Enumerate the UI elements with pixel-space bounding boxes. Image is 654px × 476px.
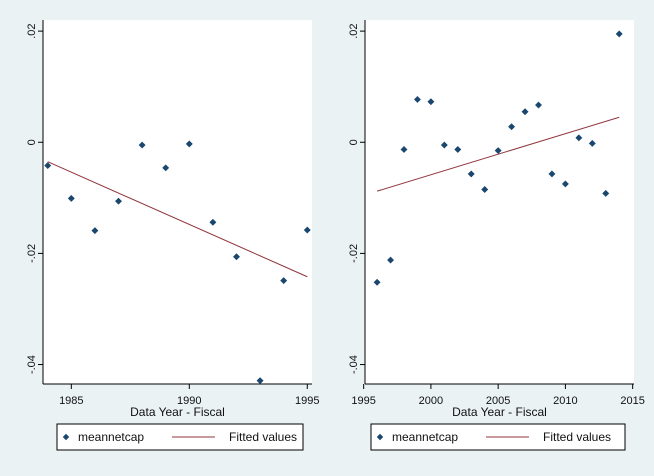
data-point bbox=[481, 185, 489, 194]
x-axis-title: Data Year - Fiscal bbox=[130, 405, 225, 419]
data-point bbox=[521, 108, 529, 116]
data-point bbox=[467, 170, 475, 178]
data-point bbox=[602, 189, 610, 197]
legend: meannetcap Fitted values bbox=[370, 423, 626, 451]
x-tick-label: 1990 bbox=[177, 395, 201, 407]
y-tick-label: -.02 bbox=[26, 244, 38, 263]
data-point bbox=[494, 147, 502, 155]
data-point bbox=[534, 101, 543, 109]
legend-label: Fitted values bbox=[229, 430, 297, 444]
data-point bbox=[508, 123, 516, 131]
data-point bbox=[454, 145, 462, 154]
fitted-line bbox=[376, 116, 620, 192]
fitted-line bbox=[47, 161, 308, 278]
data-point bbox=[303, 226, 311, 234]
y-tick-label: -.02 bbox=[348, 244, 360, 263]
data-point bbox=[400, 145, 408, 154]
data-point bbox=[575, 134, 583, 142]
data-point bbox=[256, 377, 264, 385]
y-tick-label: 0 bbox=[348, 139, 360, 145]
data-point bbox=[373, 278, 381, 286]
legend-marker-diamond bbox=[62, 433, 70, 441]
data-point bbox=[387, 256, 395, 264]
data-point bbox=[209, 218, 217, 226]
legend-marker-diamond bbox=[376, 433, 384, 441]
legend: meannetcap Fitted values bbox=[56, 423, 304, 451]
legend-label: Fitted values bbox=[543, 430, 611, 444]
data-point bbox=[67, 194, 75, 202]
data-point bbox=[91, 227, 99, 235]
plot-area bbox=[43, 20, 312, 384]
data-point bbox=[413, 95, 422, 104]
data-point bbox=[280, 277, 288, 285]
legend-label: meannetcap bbox=[392, 430, 458, 444]
data-point bbox=[561, 180, 569, 188]
data-point bbox=[162, 164, 170, 172]
y-tick-label: .02 bbox=[348, 23, 360, 38]
chart-panel-1: .02 0 -.02 -.04 1985 1990 1995 Data Year - Fisc… bbox=[26, 20, 320, 451]
data-point bbox=[114, 197, 123, 205]
data-point bbox=[138, 141, 146, 149]
data-point bbox=[548, 170, 556, 178]
data-point bbox=[185, 140, 193, 148]
x-axis-title: Data Year - Fiscal bbox=[452, 405, 547, 419]
x-tick-label: 2005 bbox=[486, 395, 510, 407]
legend-label: meannetcap bbox=[78, 430, 144, 444]
chart-panel-2: .02 0 -.02 -.04 1995 2000 2005 2010 2015 Data Yea… bbox=[348, 20, 645, 451]
y-tick-label: 0 bbox=[26, 139, 38, 145]
y-tick-label: -.04 bbox=[348, 355, 360, 374]
data-point bbox=[588, 139, 596, 147]
x-tick-label: 2015 bbox=[620, 395, 644, 407]
data-point bbox=[615, 30, 623, 38]
x-tick-label: 2000 bbox=[419, 395, 443, 407]
data-point bbox=[427, 98, 435, 106]
data-point bbox=[232, 253, 241, 261]
x-tick-label: 2010 bbox=[553, 395, 577, 407]
data-point bbox=[44, 162, 52, 170]
data-point bbox=[440, 141, 448, 149]
plot-area bbox=[365, 20, 634, 384]
x-tick-label: 1995 bbox=[295, 395, 319, 407]
x-tick-label: 1985 bbox=[59, 395, 83, 407]
y-tick-label: .02 bbox=[26, 23, 38, 38]
x-tick-label: 1995 bbox=[351, 395, 375, 407]
y-tick-label: -.04 bbox=[26, 355, 38, 374]
